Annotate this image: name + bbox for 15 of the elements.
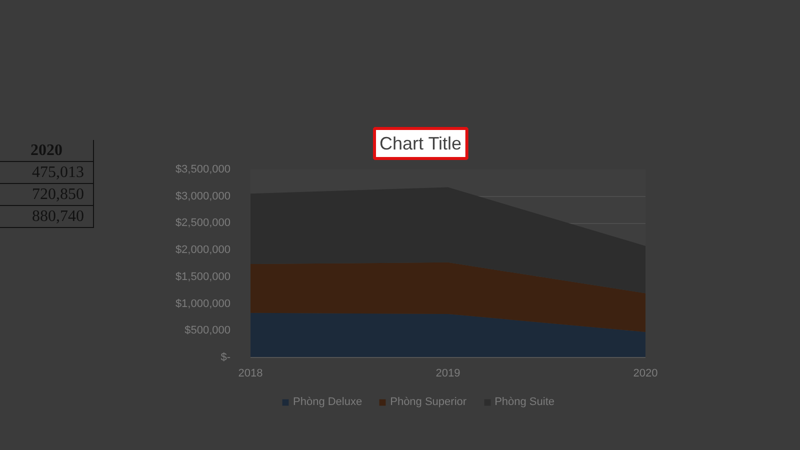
x-tick-label: 2019 — [436, 368, 460, 380]
chart-title: Chart Title — [380, 134, 462, 154]
y-tick-label: $3,000,000 — [175, 190, 231, 202]
y-tick-label: $- — [220, 352, 231, 364]
x-tick-label: 2018 — [238, 368, 263, 380]
y-tick-label: $2,000,000 — [175, 244, 231, 256]
legend-label: Phòng Superior — [390, 396, 467, 408]
legend-label: Phòng Deluxe — [293, 396, 362, 408]
y-tick-label: $500,000 — [184, 324, 231, 337]
legend-label: Phòng Suite — [494, 396, 554, 408]
y-tick-label: $1,500,000 — [175, 270, 231, 283]
y-tick-label: $1,000,000 — [175, 298, 231, 310]
x-tick-label: 2020 — [633, 368, 658, 380]
y-tick-label: $2,500,000 — [175, 217, 231, 230]
y-tick-label: $3,500,000 — [175, 164, 231, 176]
